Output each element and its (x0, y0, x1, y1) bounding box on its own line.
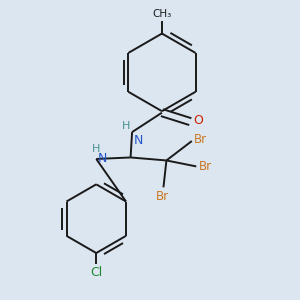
Text: H: H (122, 121, 130, 130)
Text: Br: Br (194, 133, 207, 146)
Text: H: H (92, 144, 100, 154)
Text: Br: Br (199, 160, 212, 173)
Text: Br: Br (155, 190, 169, 203)
Text: CH₃: CH₃ (152, 9, 172, 19)
Text: N: N (98, 152, 107, 166)
Text: O: O (193, 114, 203, 127)
Text: N: N (134, 134, 143, 147)
Text: Cl: Cl (90, 266, 102, 280)
